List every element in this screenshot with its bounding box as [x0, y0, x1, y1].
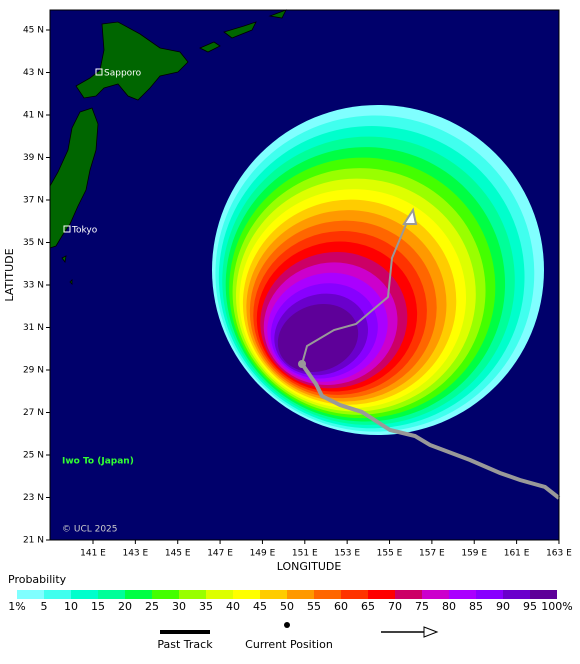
legend-label: Current Position: [245, 638, 333, 651]
legend-label: 60: [334, 600, 348, 613]
legend-swatch: [476, 590, 503, 599]
lon-tick-label: 147 E: [207, 549, 233, 559]
probability-field: [212, 105, 544, 435]
current-position-key: [284, 622, 290, 628]
land: [49, 9, 287, 285]
legend-label: 90: [496, 600, 510, 613]
legend-swatch: [287, 590, 314, 599]
legend-swatch: [44, 590, 71, 599]
lat-tick-label: 45 N: [23, 26, 44, 36]
lat-tick-label: 37 N: [23, 196, 44, 206]
legend-swatch: [503, 590, 530, 599]
current-position: [298, 360, 306, 368]
legend-label: 30: [172, 600, 186, 613]
legend-label: 10: [64, 600, 78, 613]
legend-label: 55: [307, 600, 321, 613]
legend-swatch: [98, 590, 125, 599]
lon-tick-label: 145 E: [165, 549, 191, 559]
legend-label: 65: [361, 600, 375, 613]
place-label: Tokyo: [71, 226, 98, 236]
legend-swatch: [260, 590, 287, 599]
hokkaido: [75, 21, 189, 101]
legend-swatch: [422, 590, 449, 599]
legend-swatch: [152, 590, 179, 599]
legend-label: 95: [523, 600, 537, 613]
place-label: Iwo To (Japan): [62, 457, 134, 467]
legend-label: 40: [226, 600, 240, 613]
legend-swatch: [449, 590, 476, 599]
lat-tick-label: 41 N: [23, 111, 44, 121]
lon-tick-label: 155 E: [377, 549, 403, 559]
city-marker: [95, 68, 103, 76]
lon-tick-label: 161 E: [504, 549, 530, 559]
legend-label: 15: [91, 600, 105, 613]
legend-label: 85: [469, 600, 483, 613]
lon-tick-label: 159 E: [461, 549, 487, 559]
legend-swatch: [206, 590, 233, 599]
legend-label: 75: [415, 600, 429, 613]
probability-band: [277, 303, 359, 373]
kuril-islands: [199, 9, 287, 53]
legend-swatch: [368, 590, 395, 599]
legend-title: Probability: [8, 573, 67, 586]
y-axis-label: LATITUDE: [3, 248, 16, 301]
legend-label: 100%: [541, 600, 572, 613]
lon-tick-label: 149 E: [250, 549, 276, 559]
legend-label: 1%: [8, 600, 25, 613]
izu-islands: [61, 255, 73, 285]
legend-swatch: [233, 590, 260, 599]
lat-tick-label: 25 N: [23, 451, 44, 461]
legend-label: 20: [118, 600, 132, 613]
lon-tick-label: 143 E: [122, 549, 148, 559]
legend-swatch: [17, 590, 44, 599]
lon-tick-label: 141 E: [80, 549, 106, 559]
lat-tick-label: 23 N: [23, 493, 44, 503]
legend-label: 25: [145, 600, 159, 613]
x-axis-label: LONGITUDE: [277, 560, 342, 573]
place-label: Sapporo: [104, 69, 142, 79]
lat-tick-label: 29 N: [23, 366, 44, 376]
forecast-arrow: [402, 207, 418, 225]
legend-label: 45: [253, 600, 267, 613]
lat-tick-label: 33 N: [23, 281, 44, 291]
lon-tick-label: 163 E: [546, 549, 572, 559]
legend-label: 5: [41, 600, 48, 613]
city-marker: [63, 225, 71, 233]
legend-label: 70: [388, 600, 402, 613]
forecast-arrow-key: [423, 626, 439, 638]
legend-swatch: [314, 590, 341, 599]
lat-tick-label: 31 N: [23, 323, 44, 333]
copyright: © UCL 2025: [62, 525, 118, 535]
lat-tick-label: 43 N: [23, 68, 44, 78]
legend-label: 50: [280, 600, 294, 613]
past-track: [300, 362, 561, 500]
lon-tick-label: 153 E: [334, 549, 360, 559]
legend-swatch: [395, 590, 422, 599]
lon-tick-label: 157 E: [419, 549, 445, 559]
legend-label: Past Track: [157, 638, 213, 651]
legend-label: 80: [442, 600, 456, 613]
lat-tick-label: 27 N: [23, 408, 44, 418]
legend-swatch: [530, 590, 557, 599]
legend-label: 35: [199, 600, 213, 613]
lat-tick-label: 39 N: [23, 153, 44, 163]
legend-swatch: [71, 590, 98, 599]
forecast-track: [301, 214, 411, 365]
legend-swatch: [125, 590, 152, 599]
lat-tick-label: 35 N: [23, 238, 44, 248]
lon-tick-label: 151 E: [292, 549, 318, 559]
honshu: [49, 107, 99, 249]
lat-tick-label: 21 N: [23, 536, 44, 546]
legend-swatch: [341, 590, 368, 599]
legend-swatch: [179, 590, 206, 599]
